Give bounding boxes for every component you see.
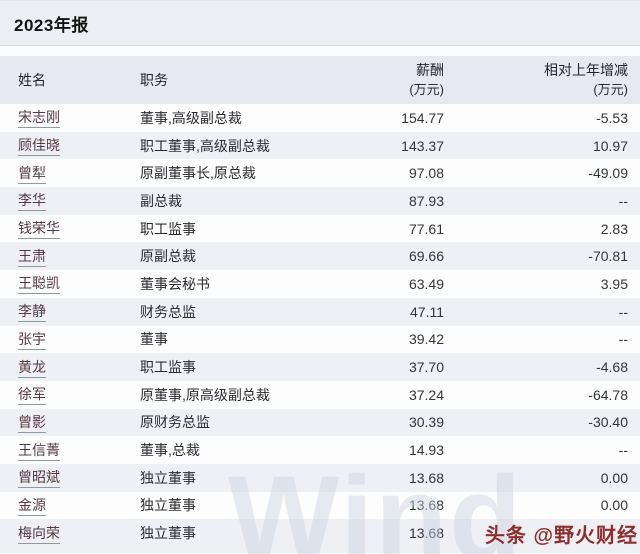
salary-cell: 97.08 (408, 165, 444, 182)
salary-cell: 13.68 (408, 469, 444, 486)
change-cell: 0.00 (600, 497, 628, 514)
salary-cell: 63.49 (408, 275, 444, 292)
change-cell: -4.68 (596, 359, 628, 376)
table-row: 李静 财务总监 47.11 -- (0, 297, 640, 326)
position-cell: 独立董事 (140, 525, 196, 542)
report-title: 2023年报 (14, 15, 89, 35)
executive-name-link[interactable]: 王聪凯 (18, 273, 60, 295)
table-row: 黄龙 职工监事 37.70 -4.68 (0, 353, 640, 381)
position-cell: 独立董事 (140, 469, 196, 486)
executive-name-link[interactable]: 曾犁 (18, 163, 46, 184)
table-row: 曾犁 原副董事长,原总裁 97.08 -49.09 (0, 159, 640, 188)
change-cell: -- (618, 192, 628, 209)
salary-cell: 14.93 (408, 442, 444, 459)
salary-cell: 77.61 (408, 220, 444, 237)
table-row: 宋志刚 董事,高级副总裁 154.77 -5.53 (0, 104, 640, 132)
executive-name-link[interactable]: 金源 (18, 495, 46, 516)
table-row: 曾影 原财务总监 30.39 -30.40 (0, 408, 640, 437)
change-cell: -49.09 (588, 165, 628, 182)
executive-name-link[interactable]: 徐军 (18, 384, 46, 406)
executive-name-link[interactable]: 曾影 (18, 412, 46, 433)
title-band: 2023年报 (0, 1, 640, 46)
executive-name-link[interactable]: 曾昭斌 (18, 467, 60, 489)
change-cell: -- (618, 331, 628, 348)
executive-name-link[interactable]: 顾佳晓 (18, 135, 60, 157)
salary-cell: 154.77 (401, 109, 444, 126)
table-row: 钱荣华 职工监事 77.61 2.83 (0, 214, 640, 243)
salary-cell: 87.93 (408, 192, 444, 209)
change-cell: -70.81 (588, 248, 628, 265)
table-row: 张宇 董事 39.42 -- (0, 325, 640, 354)
salary-cell: 37.24 (408, 386, 444, 403)
position-cell: 原副总裁 (140, 248, 196, 265)
position-cell: 职工监事 (140, 220, 196, 237)
table-row: 李华 副总裁 87.93 -- (0, 187, 640, 215)
bottom-strip (0, 547, 640, 553)
salary-cell: 39.42 (408, 331, 444, 348)
executive-name-link[interactable]: 黄龙 (18, 357, 46, 378)
position-cell: 原副董事长,原总裁 (140, 165, 256, 182)
salary-cell: 13.68 (408, 525, 444, 542)
title-gap (0, 46, 640, 56)
executive-name-link[interactable]: 李静 (18, 301, 46, 323)
salary-cell: 47.11 (410, 303, 444, 320)
change-cell: -5.53 (596, 109, 628, 126)
executive-name-link[interactable]: 王肃 (18, 246, 46, 267)
position-cell: 董事,总裁 (140, 442, 200, 459)
change-cell: 3.95 (600, 275, 628, 292)
executive-name-link[interactable]: 王信菁 (18, 440, 60, 461)
change-cell: -64.78 (588, 386, 628, 403)
col-header-position: 职务 (140, 71, 168, 88)
position-cell: 副总裁 (140, 192, 182, 209)
salary-cell: 37.70 (408, 359, 444, 376)
table-row: 顾佳晓 职工董事,高级副总裁 143.37 10.97 (0, 131, 640, 160)
position-cell: 原董事,原高级副总裁 (140, 386, 270, 403)
position-cell: 董事,高级副总裁 (140, 109, 242, 126)
executive-name-link[interactable]: 李华 (18, 190, 46, 212)
table-row: 梅向荣 独立董事 13.68 (0, 519, 640, 547)
position-cell: 独立董事 (140, 497, 196, 514)
position-cell: 职工监事 (140, 359, 196, 376)
table-row: 金源 独立董事 13.68 0.00 (0, 491, 640, 520)
salary-cell: 69.66 (408, 248, 444, 265)
position-cell: 董事 (140, 331, 168, 348)
executive-name-link[interactable]: 张宇 (18, 329, 46, 350)
col-header-change: 相对上年增减 (万元) (544, 62, 628, 97)
change-cell: -30.40 (588, 414, 628, 431)
position-cell: 原财务总监 (140, 414, 210, 431)
change-cell: -- (618, 303, 628, 320)
table-row: 王信菁 董事,总裁 14.93 -- (0, 436, 640, 464)
position-cell: 董事会秘书 (140, 275, 210, 292)
salary-cell: 30.39 (408, 414, 444, 431)
table-row: 徐军 原董事,原高级副总裁 37.24 -64.78 (0, 380, 640, 409)
table-row: 王聪凯 董事会秘书 63.49 3.95 (0, 270, 640, 298)
executive-name-link[interactable]: 钱荣华 (18, 218, 60, 240)
table-header-row: 姓名 职务 薪酬 (万元) 相对上年增减 (万元) (0, 56, 640, 104)
table-row: 王肃 原副总裁 69.66 -70.81 (0, 242, 640, 271)
change-cell: 2.83 (600, 220, 628, 237)
executive-name-link[interactable]: 宋志刚 (18, 107, 60, 129)
position-cell: 财务总监 (140, 303, 196, 320)
change-cell: -- (618, 442, 628, 459)
table-row: 曾昭斌 独立董事 13.68 0.00 (0, 463, 640, 492)
salary-cell: 143.37 (401, 137, 444, 154)
col-header-name: 姓名 (18, 71, 46, 88)
change-cell: 10.97 (592, 137, 628, 154)
change-cell: 0.00 (600, 469, 628, 486)
col-header-salary: 薪酬 (万元) (409, 62, 444, 97)
salary-cell: 13.68 (408, 497, 444, 514)
executive-name-link[interactable]: 梅向荣 (18, 523, 60, 544)
table-body: 宋志刚 董事,高级副总裁 154.77 -5.53 顾佳晓 职工董事,高级副总裁… (0, 104, 640, 547)
position-cell: 职工董事,高级副总裁 (140, 137, 270, 154)
